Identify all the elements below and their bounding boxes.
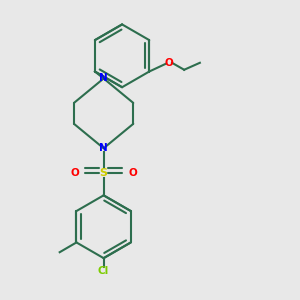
Text: O: O xyxy=(128,168,137,178)
Text: O: O xyxy=(70,168,79,178)
Text: O: O xyxy=(164,58,173,68)
Text: N: N xyxy=(99,74,108,83)
Text: Cl: Cl xyxy=(98,266,109,276)
Text: N: N xyxy=(99,143,108,153)
Text: S: S xyxy=(100,168,108,178)
